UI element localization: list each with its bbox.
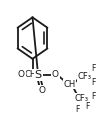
Text: CH: CH (63, 80, 75, 89)
Text: F: F (74, 105, 79, 114)
Text: O: O (51, 70, 58, 79)
Text: F: F (84, 102, 89, 111)
Text: CH₃: CH₃ (25, 70, 40, 79)
Text: CF₃: CF₃ (73, 94, 87, 103)
Text: CF₃: CF₃ (77, 72, 91, 81)
Text: F: F (90, 64, 95, 73)
Text: F: F (91, 78, 95, 87)
Text: F: F (91, 92, 95, 101)
Text: S: S (34, 70, 41, 80)
Text: O: O (38, 86, 45, 95)
Text: O: O (18, 70, 25, 79)
